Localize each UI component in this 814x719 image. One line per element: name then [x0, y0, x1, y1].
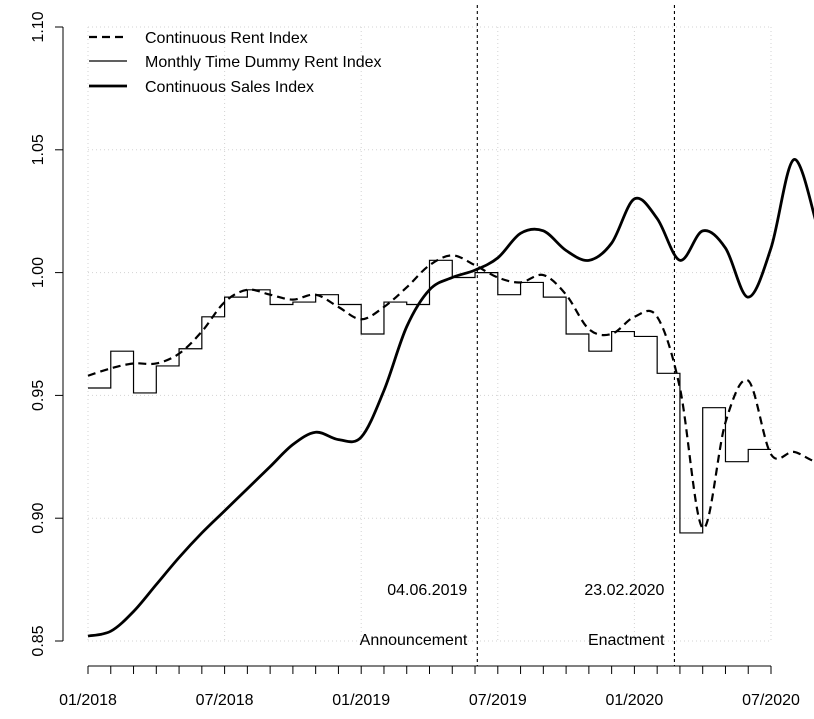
legend: Continuous Rent Index Monthly Time Dummy …: [89, 30, 382, 96]
y-tick-label: 0.90: [30, 503, 47, 534]
y-tick-label: 1.10: [30, 11, 47, 42]
series-line-time-dummy-rent-index: [88, 259, 771, 534]
y-tick-label: 0.95: [30, 380, 47, 411]
legend-label: Continuous Sales Index: [145, 79, 314, 96]
event-lines: 04.06.2019 Announcement 23.02.2020 Enactmen…: [360, 5, 675, 666]
x-tick-label: 07/2020: [742, 692, 800, 709]
x-tick-label: 07/2018: [196, 692, 254, 709]
x-tick-label: 01/2019: [332, 692, 390, 709]
series-layer: [87, 158, 814, 638]
series-line-continuous-sales-index: [87, 158, 814, 638]
y-tick-label: 0.85: [30, 625, 47, 656]
axes: 0.85 0.90 0.95 1.00 1.05 1.10 01/2018 07/2018 01…: [30, 11, 800, 709]
event-date-label: 04.06.2019: [387, 582, 467, 599]
grid-layer: [87, 26, 772, 642]
x-tick-label: 01/2018: [59, 692, 117, 709]
y-tick-label: 1.00: [30, 257, 47, 288]
event-date-label: 23.02.2020: [584, 582, 664, 599]
event-name-label: Announcement: [360, 632, 468, 649]
series-line-continuous-rent-index: [87, 254, 814, 530]
legend-label: Continuous Rent Index: [145, 30, 308, 47]
event-name-label: Enactment: [588, 632, 665, 649]
y-tick-label: 1.05: [30, 134, 47, 165]
x-tick-label: 01/2020: [605, 692, 663, 709]
x-tick-label: 07/2019: [469, 692, 527, 709]
legend-label: Monthly Time Dummy Rent Index: [145, 54, 382, 71]
